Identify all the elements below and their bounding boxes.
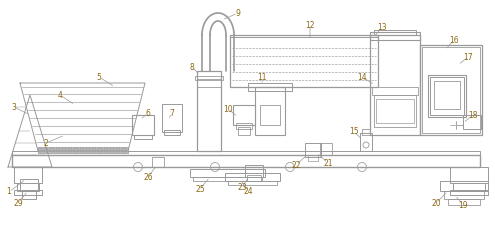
Bar	[152, 157, 164, 167]
Bar	[305, 143, 321, 157]
Bar	[230, 35, 378, 87]
Bar	[38, 147, 128, 153]
Bar	[14, 190, 42, 195]
Bar	[362, 129, 370, 135]
Bar	[255, 87, 285, 135]
Bar	[193, 177, 262, 181]
Text: 22: 22	[291, 161, 301, 169]
Text: 23: 23	[237, 183, 247, 192]
Text: 16: 16	[449, 35, 459, 44]
Text: 25: 25	[195, 184, 205, 193]
Text: 21: 21	[323, 158, 333, 168]
Bar	[228, 181, 277, 185]
Text: 19: 19	[458, 200, 468, 209]
Text: 1: 1	[6, 188, 11, 196]
Bar	[17, 183, 39, 191]
Bar	[238, 127, 250, 135]
Bar	[372, 87, 418, 95]
Bar	[374, 30, 416, 35]
Text: 17: 17	[463, 52, 473, 62]
Bar	[450, 167, 488, 183]
Bar	[260, 105, 280, 125]
Text: 8: 8	[190, 63, 195, 71]
Bar	[463, 115, 481, 129]
Bar	[164, 130, 180, 135]
Text: 11: 11	[257, 73, 267, 82]
Bar	[360, 133, 372, 151]
Text: 7: 7	[170, 109, 174, 118]
Text: 3: 3	[11, 102, 16, 111]
Bar	[420, 45, 482, 135]
Bar	[20, 179, 38, 191]
Bar	[197, 79, 221, 87]
Bar	[422, 47, 480, 133]
Bar	[370, 35, 420, 135]
Bar	[233, 105, 255, 125]
Bar	[444, 191, 484, 199]
Bar	[248, 83, 292, 91]
Bar	[370, 32, 420, 40]
Text: 10: 10	[223, 105, 233, 114]
Text: 9: 9	[236, 8, 241, 17]
Bar	[190, 169, 265, 177]
Bar	[245, 165, 263, 177]
Text: 13: 13	[377, 23, 387, 31]
Bar	[132, 115, 154, 135]
Bar	[134, 135, 152, 139]
Text: 18: 18	[468, 110, 478, 120]
Bar	[428, 75, 466, 117]
Bar	[14, 167, 42, 183]
Bar	[247, 175, 261, 181]
Text: 14: 14	[357, 73, 367, 82]
Text: 26: 26	[143, 172, 153, 181]
Bar	[22, 191, 36, 199]
Bar	[162, 104, 182, 132]
Text: 24: 24	[243, 187, 253, 196]
Bar	[320, 143, 332, 155]
Bar	[376, 99, 414, 123]
Bar	[374, 95, 416, 127]
Text: 2: 2	[44, 138, 49, 148]
Bar	[450, 190, 488, 195]
Bar	[440, 181, 488, 191]
Bar	[448, 199, 480, 205]
Text: 5: 5	[97, 73, 101, 82]
Bar	[308, 155, 318, 161]
Bar	[12, 155, 480, 167]
Bar	[453, 183, 485, 191]
Bar	[225, 173, 280, 181]
Text: 12: 12	[305, 20, 315, 30]
Text: 29: 29	[13, 199, 23, 208]
Bar	[434, 81, 460, 109]
Text: 6: 6	[146, 109, 150, 118]
Bar	[236, 123, 252, 129]
Text: 4: 4	[57, 90, 62, 99]
Text: 15: 15	[349, 128, 359, 137]
Bar	[430, 77, 464, 115]
Bar	[12, 151, 480, 167]
Bar	[195, 76, 223, 80]
Bar	[197, 71, 221, 151]
Text: 20: 20	[431, 199, 441, 208]
